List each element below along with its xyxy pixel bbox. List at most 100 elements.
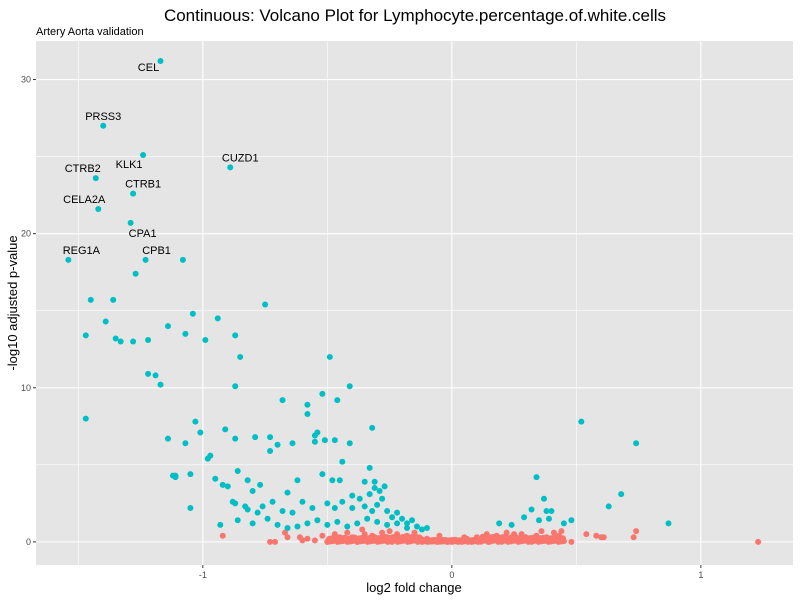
data-point-significant [259,503,266,510]
data-point-significant [381,483,388,490]
data-point-significant [182,440,189,447]
data-point-significant [339,498,346,505]
data-point-significant [237,353,244,360]
data-point-significant [232,435,239,442]
x-tick-label: 0 [449,570,454,580]
gene-label: CEL [138,62,159,74]
data-point-significant [369,424,376,431]
data-point-significant [214,315,221,322]
nonsignificant-points [219,526,762,545]
significant-points [82,256,672,533]
data-point-significant [262,301,269,308]
data-point-significant [219,481,226,488]
data-point-labeled [227,164,234,171]
data-point-significant [548,508,555,515]
data-point-significant [264,515,271,522]
data-point-significant [409,517,416,524]
data-point-significant [336,477,343,484]
data-point-labeled [127,219,134,226]
data-point-significant [366,491,373,498]
data-point-significant [311,438,318,445]
data-point-significant [249,520,256,527]
data-point-significant [374,501,381,508]
gene-label: CELA2A [63,194,106,206]
data-point-nonsignificant [550,529,557,536]
data-point-significant [87,296,94,303]
data-point-significant [331,504,338,511]
data-point-significant [304,401,311,408]
data-point-significant [404,520,411,527]
x-axis-label: log2 fold change [366,580,461,595]
data-point-significant [605,503,612,510]
data-point-nonsignificant [304,535,311,542]
data-point-significant [543,508,550,515]
data-point-significant [346,440,353,447]
data-point-significant [164,323,171,330]
data-point-significant [234,517,241,524]
data-point-significant [112,335,119,342]
data-point-nonsignificant [344,529,351,536]
gene-label: PRSS3 [85,111,121,123]
data-point-significant [344,523,351,530]
data-point-significant [349,492,356,499]
gene-label: CPB1 [142,245,171,257]
data-point-significant [376,488,383,495]
data-point-significant [157,381,164,388]
x-axis: -1 0 1 [199,565,703,580]
data-point-significant [364,515,371,522]
y-tick-label: 0 [26,537,31,547]
data-point-significant [267,447,274,454]
data-point-significant [257,481,264,488]
data-point-significant [192,418,199,425]
data-point-significant [182,330,189,337]
data-point-nonsignificant [755,538,762,545]
chart-subtitle: Artery Aorta validation [36,26,144,38]
data-point-significant [369,508,376,515]
data-point-significant [399,515,406,522]
data-point-significant [217,521,224,528]
data-point-significant [279,397,286,404]
data-point-significant [618,491,625,498]
data-point-significant [304,520,311,527]
data-point-nonsignificant [630,534,637,541]
data-point-significant [418,526,425,533]
data-point-significant [324,500,331,507]
data-point-significant [536,517,543,524]
data-point-significant [189,310,196,317]
data-point-significant [339,458,346,465]
data-point-significant [232,332,239,339]
data-point-significant [102,318,109,325]
data-point-significant [232,383,239,390]
data-point-nonsignificant [299,537,306,544]
data-point-significant [249,488,256,495]
data-point-nonsignificant [359,526,366,533]
data-point-significant [82,415,89,422]
data-point-significant [294,477,301,484]
gene-label: CPA1 [129,228,157,240]
y-tick-label: 30 [21,75,31,85]
data-point-significant [334,397,341,404]
data-point-significant [289,509,296,516]
data-point-significant [346,383,353,390]
data-point-significant [110,296,117,303]
data-point-nonsignificant [272,538,279,545]
data-point-nonsignificant [568,538,575,545]
data-point-significant [326,353,333,360]
data-point-significant [294,523,301,530]
data-point-nonsignificant [219,532,226,539]
data-point-significant [374,518,381,525]
data-point-significant [244,506,251,513]
data-point-significant [568,517,575,524]
data-point-significant [521,514,528,521]
data-point-significant [269,498,276,505]
data-point-significant [252,434,259,441]
data-point-significant [329,477,336,484]
data-point-nonsignificant [558,528,565,535]
data-point-significant [508,521,515,528]
data-point-significant [244,477,251,484]
data-point-significant [130,338,137,345]
data-point-significant [197,429,204,436]
grid-lines [36,41,793,565]
data-point-significant [354,520,361,527]
